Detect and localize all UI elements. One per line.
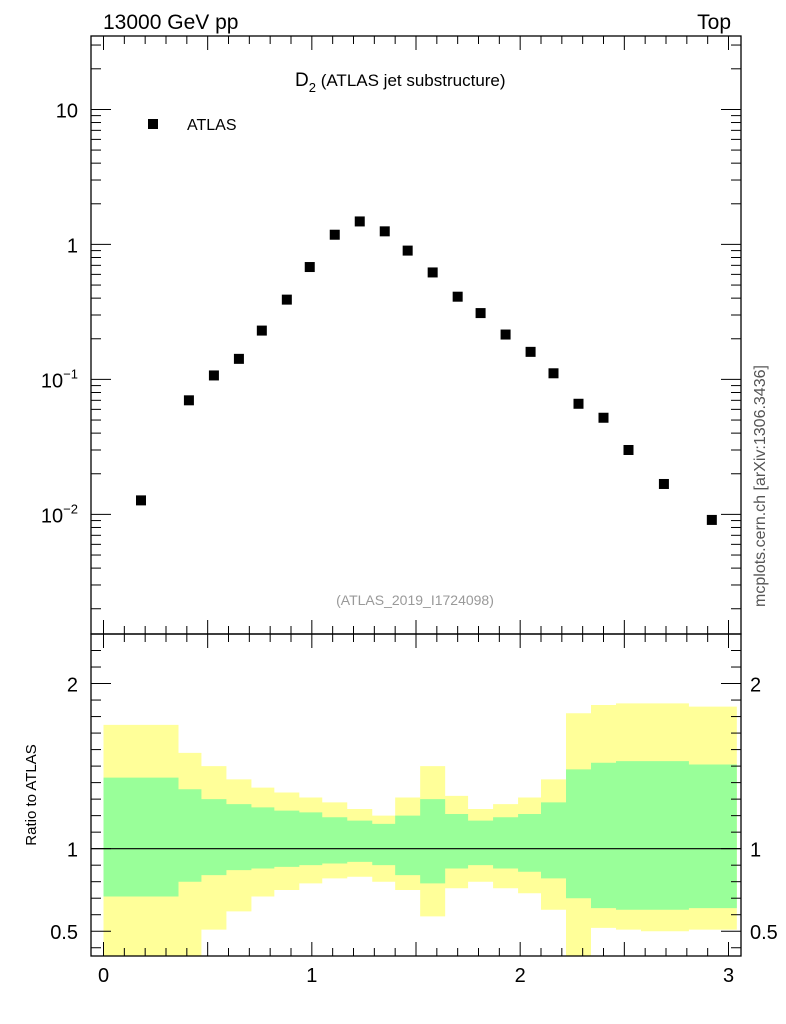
- y-tick-base: 1: [67, 235, 78, 257]
- chart-title-rest: (ATLAS jet substructure): [316, 71, 506, 90]
- data-point: [623, 444, 634, 455]
- main-panel: D2 (ATLAS jet substructure) (ATLAS_2019_I…: [41, 35, 742, 635]
- process-label: Top: [697, 11, 731, 34]
- legend-marker: [148, 119, 158, 129]
- ratio-y-tick-label-right: 1: [750, 840, 761, 862]
- data-point: [136, 495, 146, 506]
- y-tick-label: 10−1: [41, 366, 78, 392]
- chart-title-subscript: 2: [309, 80, 316, 95]
- analysis-label: (ATLAS_2019_I1724098): [336, 592, 494, 608]
- ratio-y-tick-label: 1: [67, 840, 78, 862]
- data-point: [304, 262, 315, 273]
- x-tick-label: 1: [306, 965, 317, 987]
- y-tick-base: 10: [56, 100, 78, 122]
- data-point: [281, 294, 292, 305]
- chart-title: D2 (ATLAS jet substructure): [295, 70, 506, 95]
- chart-title-main: D: [295, 70, 309, 91]
- ratio-y-tick-label: 2: [67, 675, 78, 697]
- y-tick-base: 10: [41, 370, 63, 392]
- data-point: [256, 325, 267, 336]
- data-point: [500, 329, 511, 340]
- x-tick-label: 2: [515, 965, 526, 987]
- y-tick-label: 10−2: [41, 501, 78, 527]
- data-point: [573, 398, 584, 409]
- ratio-y-tick-label-right: 2: [750, 675, 761, 697]
- source-watermark: mcplots.cern.ch [arXiv:1306.3436]: [752, 365, 769, 607]
- data-point: [475, 308, 486, 319]
- data-point: [706, 514, 717, 525]
- data-point: [329, 229, 340, 240]
- y-tick-base: 10: [41, 505, 63, 527]
- x-tick-label: 0: [98, 965, 109, 987]
- data-point: [208, 370, 219, 381]
- data-point: [233, 353, 244, 364]
- uncertainty-band-1sigma: [103, 761, 737, 910]
- data-point: [402, 245, 413, 256]
- legend-label: ATLAS: [187, 117, 237, 134]
- data-point: [598, 412, 609, 423]
- ratio-y-tick-label: 0.5: [50, 922, 78, 944]
- y-tick-label: 1: [67, 235, 78, 257]
- data-point: [427, 267, 438, 278]
- main-frame: [90, 35, 742, 635]
- data-point: [379, 226, 390, 237]
- y-tick-label: 10: [56, 100, 78, 122]
- data-point: [183, 395, 194, 406]
- y-tick-exponent: −1: [63, 366, 78, 381]
- data-point: [525, 346, 536, 357]
- ratio-axis-title: Ratio to ATLAS: [23, 744, 40, 845]
- data-point: [354, 216, 365, 227]
- x-tick-label: 3: [723, 965, 734, 987]
- data-point: [548, 368, 559, 379]
- ratio-panel: 2 2 1 1 0.5 0.5 0 1 2 3 Ratio to ATLAS: [23, 633, 778, 987]
- data-point: [452, 291, 463, 302]
- ratio-y-tick-label-right: 0.5: [750, 922, 778, 944]
- y-tick-exponent: −2: [63, 501, 78, 516]
- data-point: [658, 478, 669, 489]
- energy-label: 13000 GeV pp: [103, 11, 238, 34]
